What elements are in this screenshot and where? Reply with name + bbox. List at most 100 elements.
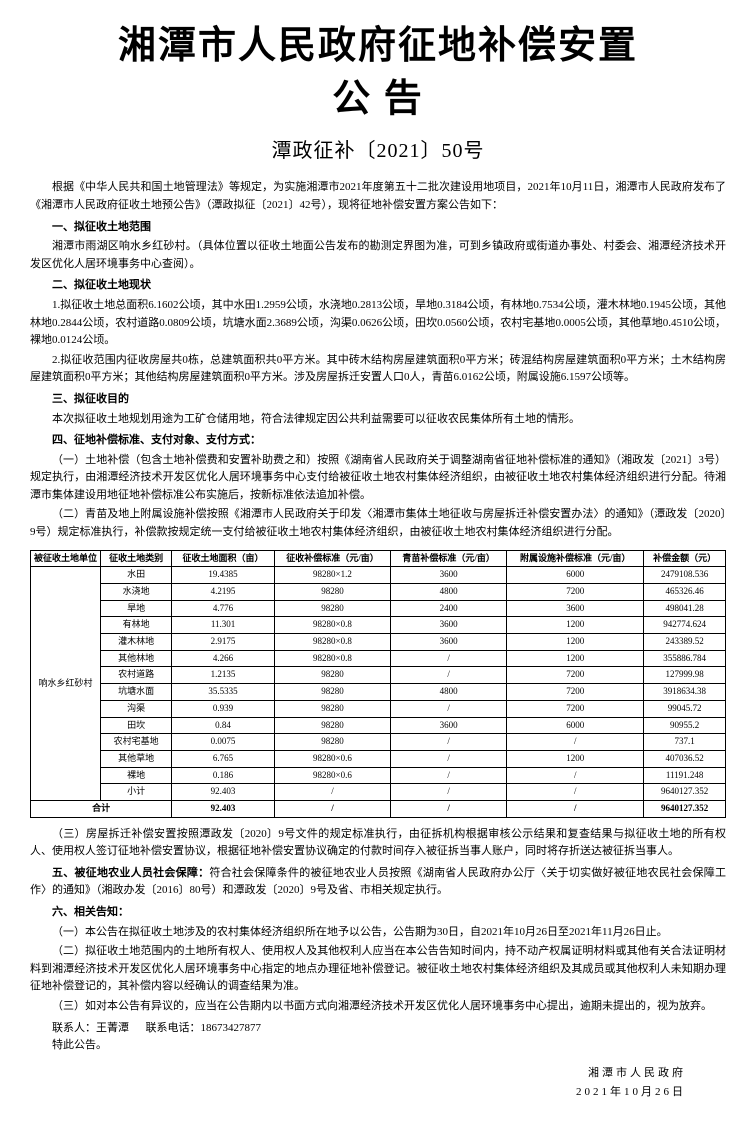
phone-number: 18673427877 bbox=[201, 1022, 262, 1034]
issue-date: 2021年10月26日 bbox=[30, 1084, 686, 1102]
table-cell: 98280 bbox=[274, 684, 390, 701]
table-cell: 2400 bbox=[391, 600, 507, 617]
table-cell: 7200 bbox=[507, 684, 644, 701]
section-6-p3: （三）如对本公告有异议的，应当在公告期内以书面方式向湘潭经济技术开发区优化人居环… bbox=[30, 998, 726, 1016]
section-1-head: 一、拟征收土地范围 bbox=[30, 219, 726, 237]
section-2-p2: 2.拟征收范围内征收房屋共0栋，总建筑面积共0平方米。其中砖木结构房屋建筑面积0… bbox=[30, 352, 726, 387]
table-cell: / bbox=[391, 784, 507, 801]
table-cell: 98280 bbox=[274, 734, 390, 751]
table-row: 旱地4.7769828024003600498041.28 bbox=[31, 600, 726, 617]
table-cell: 243389.52 bbox=[644, 634, 726, 651]
table-cell: 19.4385 bbox=[172, 567, 275, 584]
section-4-p3: （三）房屋拆迁补偿安置按照潭政发〔2020〕9号文件的规定标准执行，由征拆机构根… bbox=[30, 826, 726, 861]
section-4-p1: （一）土地补偿（包含土地补偿费和安置补助费之和）按照《湖南省人民政府关于调整湖南… bbox=[30, 452, 726, 505]
th-category: 征收土地类别 bbox=[101, 550, 172, 567]
table-cell: 942774.624 bbox=[644, 617, 726, 634]
table-cell: / bbox=[391, 700, 507, 717]
table-cell: 407036.52 bbox=[644, 750, 726, 767]
section-6-p2: （二）拟征收土地范围内的土地所有权人、使用权人及其他权利人应当在本公告告知时间内… bbox=[30, 943, 726, 996]
table-cell: 旱地 bbox=[101, 600, 172, 617]
th-land-std: 征收补偿标准（元/亩） bbox=[274, 550, 390, 567]
section-5-head: 五、被征地农业人员社会保障：符合社会保障条件的被征地农业人员按照《湖南省人民政府… bbox=[30, 865, 726, 900]
table-cell: 35.5335 bbox=[172, 684, 275, 701]
section-1-p1: 湘潭市雨湖区响水乡红砂村。（具体位置以征收土地面公告发布的勘测定界图为准，可到乡… bbox=[30, 238, 726, 273]
table-cell: 355886.784 bbox=[644, 650, 726, 667]
total-label-cell: 合计 bbox=[31, 800, 172, 817]
table-row: 沟渠0.93998280/720099045.72 bbox=[31, 700, 726, 717]
contact-line: 联系人：王菁潭 联系电话：18673427877 bbox=[30, 1020, 726, 1038]
table-row: 田坎0.84982803600600090955.2 bbox=[31, 717, 726, 734]
table-row: 其他林地4.26698280×0.8/1200355886.784 bbox=[31, 650, 726, 667]
section-6-head: 六、相关告知： bbox=[30, 904, 726, 922]
table-row: 小计92.403///9640127.352 bbox=[31, 784, 726, 801]
table-cell: 3600 bbox=[391, 567, 507, 584]
table-cell: / bbox=[274, 800, 390, 817]
table-cell: / bbox=[507, 734, 644, 751]
table-cell: 其他林地 bbox=[101, 650, 172, 667]
table-cell: 737.1 bbox=[644, 734, 726, 751]
table-cell: 98280×0.6 bbox=[274, 750, 390, 767]
table-cell: 4800 bbox=[391, 584, 507, 601]
table-cell: 0.939 bbox=[172, 700, 275, 717]
table-cell: 农村宅基地 bbox=[101, 734, 172, 751]
table-cell: 4.776 bbox=[172, 600, 275, 617]
hereby-line: 特此公告。 bbox=[30, 1037, 726, 1055]
table-cell: 4.266 bbox=[172, 650, 275, 667]
table-cell: 7200 bbox=[507, 667, 644, 684]
table-cell: 90955.2 bbox=[644, 717, 726, 734]
table-cell: 1.2135 bbox=[172, 667, 275, 684]
table-cell: 3600 bbox=[391, 634, 507, 651]
table-cell: 99045.72 bbox=[644, 700, 726, 717]
table-cell: 灌木林地 bbox=[101, 634, 172, 651]
table-cell: 6.765 bbox=[172, 750, 275, 767]
document-title: 湘潭市人民政府征地补偿安置公 告 bbox=[30, 20, 726, 126]
phone-label: 联系电话： bbox=[146, 1022, 201, 1034]
table-cell: 田坎 bbox=[101, 717, 172, 734]
table-cell: / bbox=[274, 784, 390, 801]
table-cell: / bbox=[391, 650, 507, 667]
th-amount: 补偿金额（元） bbox=[644, 550, 726, 567]
table-cell: 127999.98 bbox=[644, 667, 726, 684]
table-row: 响水乡红砂村水田19.438598280×1.2360060002479108.… bbox=[31, 567, 726, 584]
table-row: 有林地11.30198280×0.836001200942774.624 bbox=[31, 617, 726, 634]
table-cell: 0.0075 bbox=[172, 734, 275, 751]
table-cell: / bbox=[391, 800, 507, 817]
table-cell: 7200 bbox=[507, 700, 644, 717]
table-cell: 4800 bbox=[391, 684, 507, 701]
section-4-p2: （二）青苗及地上附属设施补偿按照《湘潭市人民政府关于印发〈湘潭市集体土地征收与房… bbox=[30, 506, 726, 541]
table-cell: 98280 bbox=[274, 584, 390, 601]
table-cell: / bbox=[507, 767, 644, 784]
table-cell: 6000 bbox=[507, 567, 644, 584]
table-cell: 3600 bbox=[391, 617, 507, 634]
table-cell: 9640127.352 bbox=[644, 784, 726, 801]
table-cell: 7200 bbox=[507, 584, 644, 601]
section-4-head: 四、征地补偿标准、支付对象、支付方式： bbox=[30, 432, 726, 450]
table-cell: 498041.28 bbox=[644, 600, 726, 617]
table-cell: 98280 bbox=[274, 600, 390, 617]
table-cell: 92.403 bbox=[172, 800, 275, 817]
table-cell: 裸地 bbox=[101, 767, 172, 784]
table-cell: 98280×1.2 bbox=[274, 567, 390, 584]
document-body: 根据《中华人民共和国土地管理法》等规定，为实施湘潭市2021年度第五十二批次建设… bbox=[30, 179, 726, 1102]
signoff-block: 湘潭市人民政府 2021年10月26日 bbox=[30, 1065, 726, 1102]
section-5-head-text: 五、被征地农业人员社会保障： bbox=[52, 867, 209, 879]
table-cell: 其他草地 bbox=[101, 750, 172, 767]
issuer-name: 湘潭市人民政府 bbox=[30, 1065, 686, 1083]
table-cell: / bbox=[507, 800, 644, 817]
table-cell: 98280 bbox=[274, 717, 390, 734]
unit-cell: 响水乡红砂村 bbox=[31, 567, 101, 801]
table-cell: 有林地 bbox=[101, 617, 172, 634]
table-cell: / bbox=[391, 767, 507, 784]
table-cell: 3918634.38 bbox=[644, 684, 726, 701]
table-cell: 小计 bbox=[101, 784, 172, 801]
table-cell: 98280 bbox=[274, 700, 390, 717]
table-cell: 水田 bbox=[101, 567, 172, 584]
th-attach-std: 附属设施补偿标准（元/亩） bbox=[507, 550, 644, 567]
table-cell: / bbox=[391, 667, 507, 684]
table-cell: 6000 bbox=[507, 717, 644, 734]
section-2-p1: 1.拟征收土地总面积6.1602公顷，其中水田1.2959公顷，水浇地0.281… bbox=[30, 297, 726, 350]
section-3-p1: 本次拟征收土地规划用途为工矿仓储用地，符合法律规定因公共利益需要可以征收农民集体… bbox=[30, 411, 726, 429]
table-cell: 9640127.352 bbox=[644, 800, 726, 817]
table-cell: 3600 bbox=[391, 717, 507, 734]
table-cell: 3600 bbox=[507, 600, 644, 617]
